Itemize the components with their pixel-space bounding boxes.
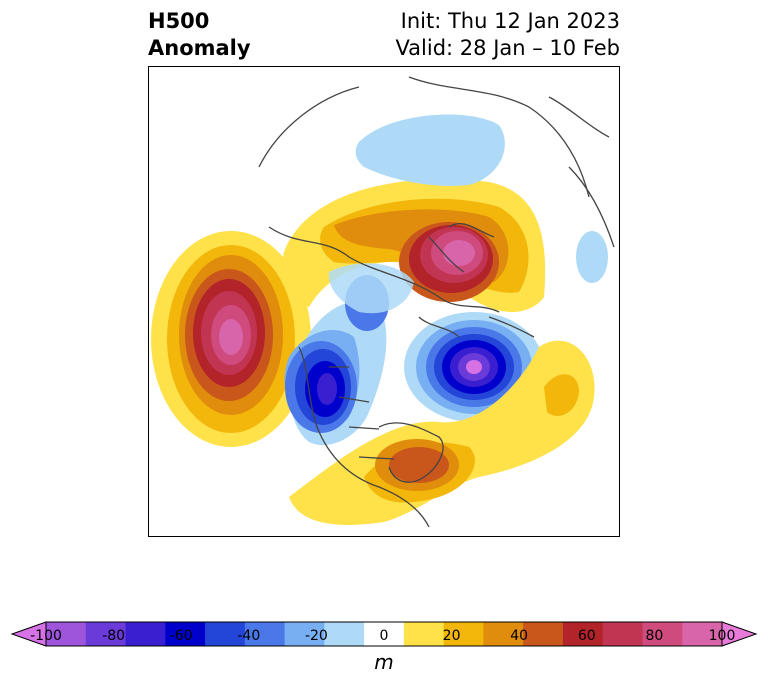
colorbar-tick-label: 40 xyxy=(510,628,529,644)
colorbar-tick-label: -20 xyxy=(304,628,328,644)
title-line-1: H500 xyxy=(148,9,210,33)
colorbar-tick-label: -100 xyxy=(30,628,62,644)
colorbar-tick-label: -60 xyxy=(169,628,193,644)
map-canvas xyxy=(149,76,615,528)
colorbar-cell xyxy=(443,622,484,646)
colorbar-cell xyxy=(483,622,524,646)
colorbar-cell xyxy=(364,622,405,646)
colorbar-cell xyxy=(642,622,683,646)
colorbar-tick-label: 20 xyxy=(442,628,461,644)
colorbar-cell xyxy=(284,622,325,646)
colorbar-tick-label: 100 xyxy=(708,628,736,644)
colorbar-cell xyxy=(562,622,604,646)
colorbar-cell xyxy=(523,622,564,646)
trough-western-canada xyxy=(284,263,414,446)
colorbar xyxy=(10,621,758,647)
colorbar-cell xyxy=(85,622,127,646)
valid-range: Valid: 28 Jan – 10 Feb xyxy=(395,36,620,60)
colorbar-tick-label: 0 xyxy=(379,628,389,644)
colorbar-tick-label: -80 xyxy=(102,628,126,644)
chart-title: H500 Anomaly xyxy=(148,8,251,62)
date-info: Init: Thu 12 Jan 2023 Valid: 28 Jan – 10… xyxy=(395,8,620,62)
colorbar-cell xyxy=(244,622,286,646)
ridge-north-pacific xyxy=(151,231,311,447)
colorbar-outline xyxy=(45,621,723,647)
colorbar-tick-label: -40 xyxy=(237,628,261,644)
anomaly-map xyxy=(148,66,620,537)
ridge-siberia xyxy=(282,179,546,312)
coastlines xyxy=(258,76,615,528)
colorbar-unit: m xyxy=(374,650,394,674)
colorbar-tick-label: 60 xyxy=(577,628,596,644)
trough-north-atlantic xyxy=(404,312,544,422)
colorbar-cell xyxy=(403,622,445,646)
colorbar-cell xyxy=(602,622,643,646)
colorbar-cell xyxy=(165,622,206,646)
colorbar-cell xyxy=(46,622,87,646)
colorbar-cell xyxy=(205,622,246,646)
title-line-2: Anomaly xyxy=(148,36,251,60)
colorbar-tick-label: 80 xyxy=(645,628,664,644)
colorbar-cell xyxy=(682,622,723,646)
colorbar-cell xyxy=(324,622,365,646)
init-date: Init: Thu 12 Jan 2023 xyxy=(400,9,620,33)
trough-arctic-russia xyxy=(355,114,608,283)
frame-gap xyxy=(149,282,152,322)
colorbar-cell xyxy=(125,622,166,646)
